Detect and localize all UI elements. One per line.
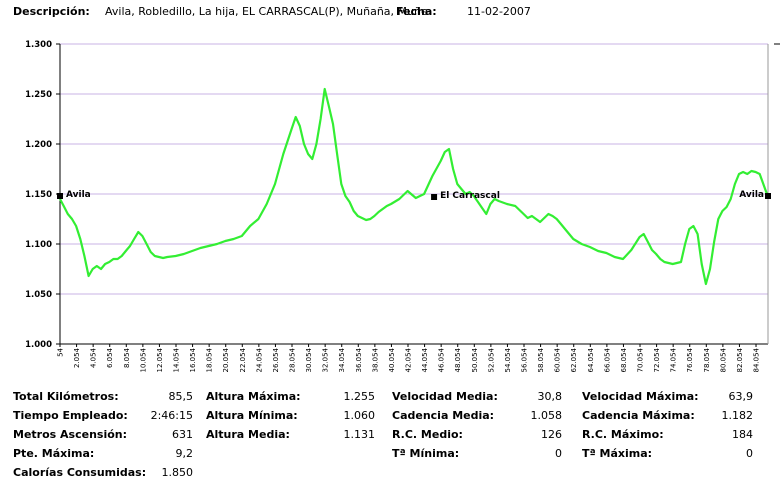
x-tick-label: 72.054 xyxy=(653,347,661,372)
stat-label: Metros Ascensión: xyxy=(13,428,128,441)
stat-value: 1.850 xyxy=(161,466,194,479)
x-tick-label: 64.054 xyxy=(587,347,595,372)
x-tick-label: 16.054 xyxy=(189,347,197,372)
x-tick-label: 32.054 xyxy=(322,347,330,372)
stat-value: 0 xyxy=(746,447,753,460)
x-tick-label: 66.054 xyxy=(603,347,611,372)
x-tick-label: 14.054 xyxy=(173,347,181,372)
stat-value: 1.182 xyxy=(721,409,754,422)
stat-label: Calorías Consumidas: xyxy=(13,466,147,479)
x-tick-label: 60.054 xyxy=(554,347,562,372)
waypoint-label: Avila xyxy=(66,190,91,200)
x-tick-label: 84.054 xyxy=(753,347,761,372)
x-tick-label: 54.054 xyxy=(504,347,512,372)
waypoint-marker xyxy=(57,193,63,199)
y-tick-label: 1.150 xyxy=(25,190,52,200)
x-tick-label: 6.054 xyxy=(106,347,114,368)
stat-value: 126 xyxy=(541,428,562,441)
x-tick-label: 50.054 xyxy=(471,347,479,372)
x-tick-label: 2.054 xyxy=(73,347,81,368)
stat-value: 1.255 xyxy=(343,390,376,403)
x-tick-label: 62.054 xyxy=(570,347,578,372)
stat-label: Velocidad Máxima: xyxy=(582,390,699,403)
fecha-label: Fecha: xyxy=(396,5,437,18)
x-tick-label: 56.054 xyxy=(521,347,529,372)
y-tick-label: 1.300 xyxy=(25,40,52,50)
stat-value: 9,2 xyxy=(175,447,194,460)
x-tick-label: 34.054 xyxy=(338,347,346,372)
y-tick-label: 1.000 xyxy=(25,340,52,350)
x-tick-label: 4.054 xyxy=(90,347,98,368)
altitude-chart: 1.000 1.050 1.100 1.150 1.200 1.250 1.300 54 2.0… xyxy=(25,40,780,373)
stat-label: Altura Mínima: xyxy=(206,409,298,422)
x-tick-label: 58.054 xyxy=(537,347,545,372)
waypoint-label: El Carrascal xyxy=(440,191,500,201)
x-tick-label: 26.054 xyxy=(272,347,280,372)
x-tick-label: 28.054 xyxy=(289,347,297,372)
x-tick-label: 10.054 xyxy=(139,347,147,372)
descripcion-value: Avila, Robledillo, La hija, EL CARRASCAL… xyxy=(105,5,428,18)
stat-value: 63,9 xyxy=(728,390,754,403)
x-tick-label: 74.054 xyxy=(670,347,678,372)
x-tick-label: 46.054 xyxy=(438,347,446,372)
x-tick-label: 54 xyxy=(57,347,65,356)
stat-label: Altura Media: xyxy=(206,428,290,441)
stat-value: 2:46:15 xyxy=(150,409,193,422)
stat-value: 0 xyxy=(555,447,562,460)
stat-label: Tiempo Empleado: xyxy=(13,409,128,422)
y-tick-label: 1.050 xyxy=(25,290,52,300)
x-tick-label: 24.054 xyxy=(255,347,263,372)
x-tick-label: 20.054 xyxy=(222,347,230,372)
stat-label: Cadencia Máxima: xyxy=(582,409,695,422)
stat-label: Altura Máxima: xyxy=(206,390,301,403)
x-tick-label: 78.054 xyxy=(703,347,711,372)
x-tick-label: 18.054 xyxy=(206,347,214,372)
x-tick-label: 68.054 xyxy=(620,347,628,372)
stat-value: 85,5 xyxy=(168,390,194,403)
x-tick-label: 42.054 xyxy=(405,347,413,372)
descripcion-label: Descripción: xyxy=(13,5,90,18)
waypoint-marker xyxy=(765,193,771,199)
x-tick-label: 36.054 xyxy=(355,347,363,372)
stat-label: Pte. Máxima: xyxy=(13,447,95,460)
stat-value: 1.131 xyxy=(343,428,376,441)
x-tick-label: 22.054 xyxy=(239,347,247,372)
x-tick-label: 12.054 xyxy=(156,347,164,372)
stat-label: Velocidad Media: xyxy=(392,390,498,403)
stat-value: 184 xyxy=(732,428,753,441)
x-tick-label: 52.054 xyxy=(487,347,495,372)
x-tick-label: 40.054 xyxy=(388,347,396,372)
x-tick-label: 70.054 xyxy=(637,347,645,372)
y-tick-label: 1.200 xyxy=(25,140,52,150)
waypoint-marker xyxy=(431,194,438,200)
x-tick-label: 48.054 xyxy=(454,347,462,372)
x-tick-label: 76.054 xyxy=(686,347,694,372)
altitude-series-line xyxy=(59,87,770,286)
x-tick-label: 44.054 xyxy=(421,347,429,372)
stat-value: 1.058 xyxy=(530,409,563,422)
waypoint-label: Avila xyxy=(739,190,764,200)
stat-label: Cadencia Media: xyxy=(392,409,495,422)
y-tick-label: 1.250 xyxy=(25,90,52,100)
stat-value: 30,8 xyxy=(537,390,563,403)
stat-label: Tª Máxima: xyxy=(582,447,653,460)
x-tick-label: 30.054 xyxy=(305,347,313,372)
fecha-value: 11-02-2007 xyxy=(467,5,531,18)
stat-value: 631 xyxy=(172,428,193,441)
stat-value: 1.060 xyxy=(343,409,376,422)
x-tick-label: 8.054 xyxy=(123,347,131,368)
stat-label: Tª Mínima: xyxy=(392,447,460,460)
stat-label: R.C. Máximo: xyxy=(582,428,664,441)
x-tick-label: 82.054 xyxy=(736,347,744,372)
x-tick-label: 80.054 xyxy=(719,347,727,372)
x-tick-label: 38.054 xyxy=(371,347,379,372)
stat-label: Total Kilómetros: xyxy=(13,390,119,403)
y-tick-label: 1.100 xyxy=(25,240,52,250)
stat-label: R.C. Medio: xyxy=(392,428,463,441)
